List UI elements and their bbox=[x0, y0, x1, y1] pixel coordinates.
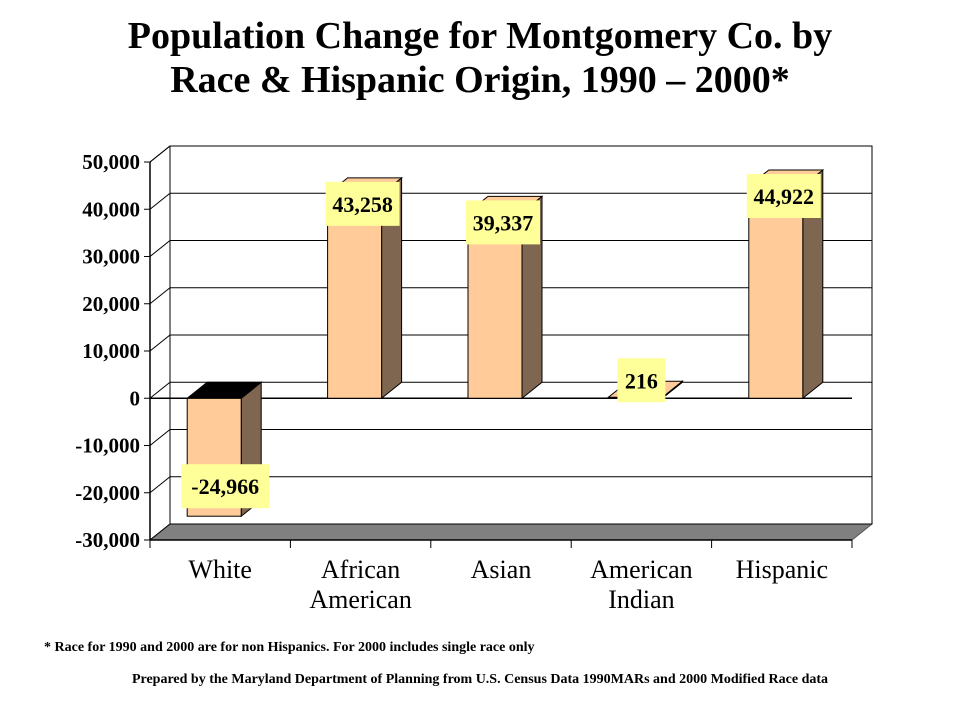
category-label: Indian bbox=[608, 585, 674, 614]
gridline bbox=[149, 429, 872, 446]
data-label: -24,966 bbox=[191, 474, 259, 499]
y-tick-label: 30,000 bbox=[82, 245, 140, 269]
y-tick-label: -10,000 bbox=[75, 434, 140, 458]
category-label: Asian bbox=[471, 555, 532, 584]
category-label: American bbox=[309, 585, 412, 614]
bar-front-face bbox=[748, 185, 804, 399]
data-label: 39,337 bbox=[473, 210, 534, 235]
bar-front-face bbox=[327, 193, 383, 399]
data-label: 43,258 bbox=[332, 192, 393, 217]
gridline bbox=[149, 523, 872, 541]
gridline bbox=[149, 334, 872, 352]
chart-floor bbox=[148, 523, 874, 541]
y-tick-label: 50,000 bbox=[82, 150, 140, 174]
data-label-box bbox=[746, 173, 821, 218]
y-tick-label: 40,000 bbox=[82, 197, 140, 221]
value-axis: 50,000 40,000 30,000 20,000 10,000 0 -10,000 -2… bbox=[75, 150, 852, 552]
data-label-box bbox=[181, 464, 270, 509]
y-tick-label: 10,000 bbox=[82, 339, 140, 363]
gridline bbox=[149, 192, 872, 210]
y-tick-label: -20,000 bbox=[75, 481, 140, 505]
data-label: 44,922 bbox=[754, 184, 815, 209]
y-tick-label: 0 bbox=[130, 386, 141, 410]
category-label: Hispanic bbox=[736, 555, 828, 584]
y-tick-label: 20,000 bbox=[82, 292, 140, 316]
data-labels: -24,966 43,258 39,337 216 44,922 bbox=[181, 173, 821, 509]
bars bbox=[185, 168, 825, 518]
gridline bbox=[149, 476, 872, 494]
data-label-box bbox=[325, 181, 400, 226]
data-label-box bbox=[617, 358, 666, 403]
data-label-box bbox=[466, 200, 540, 245]
bar-top-face bbox=[185, 381, 263, 399]
gridline bbox=[149, 287, 872, 305]
y-tick-label: -30,000 bbox=[75, 528, 140, 552]
gridlines bbox=[149, 145, 872, 541]
gridline bbox=[149, 240, 872, 257]
footnote: * Race for 1990 and 2000 are for non His… bbox=[44, 640, 535, 655]
title-line-2: Race & Hispanic Origin, 1990 – 2000* bbox=[170, 59, 790, 101]
bar-4 bbox=[747, 168, 825, 400]
category-label: American bbox=[590, 555, 693, 584]
chart-title: Population Change for Montgomery Co. by … bbox=[0, 14, 960, 102]
data-label: 216 bbox=[625, 368, 658, 393]
title-line-1: Population Change for Montgomery Co. by bbox=[127, 15, 833, 57]
category-label: African bbox=[321, 555, 400, 584]
source-credit: Prepared by the Maryland Department of P… bbox=[131, 672, 829, 687]
gridline bbox=[149, 145, 872, 163]
category-label: White bbox=[188, 555, 252, 584]
